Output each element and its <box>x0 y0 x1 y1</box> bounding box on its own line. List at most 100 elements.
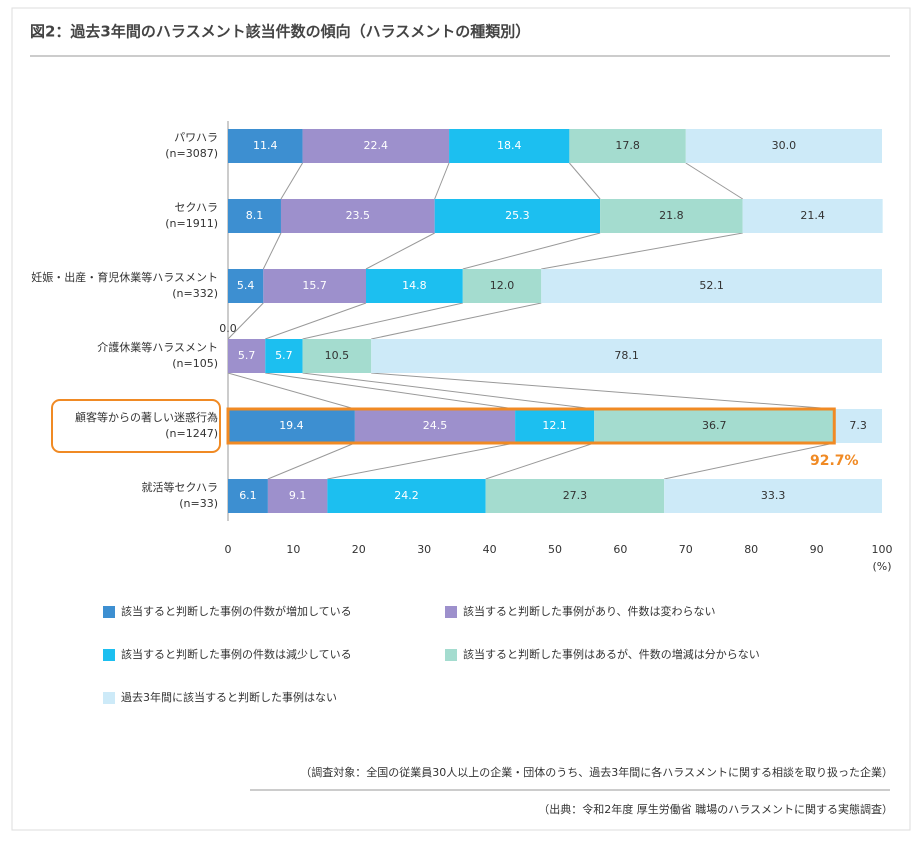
value-label: 5.7 <box>275 349 293 362</box>
connector <box>327 442 516 480</box>
value-label: 9.1 <box>289 489 307 502</box>
note: （調査対象：全国の従業員30人以上の企業・団体のうち、過去3年間に各ハラスメント… <box>300 765 893 779</box>
legend-swatch <box>103 692 115 704</box>
bar-segment <box>742 199 883 233</box>
bar-segment <box>265 339 303 373</box>
bar-segment <box>228 269 264 303</box>
x-tick-label: 90 <box>810 543 824 556</box>
legend-swatch <box>445 649 457 661</box>
connector <box>685 162 743 200</box>
bar-segment <box>228 199 281 233</box>
value-label: 21.8 <box>659 209 684 222</box>
bar-segment <box>354 409 516 443</box>
bar-segment <box>569 129 686 163</box>
value-label: 6.1 <box>239 489 257 502</box>
value-label: 11.4 <box>253 139 278 152</box>
legend-swatch <box>445 606 457 618</box>
category-label: 妊娠・出産・育児休業等ハラスメント (n=332) <box>31 271 218 300</box>
connector <box>227 302 264 340</box>
value-label: 18.4 <box>497 139 522 152</box>
bar-segment <box>594 409 835 443</box>
value-label: 12.1 <box>542 419 567 432</box>
x-axis-label: (%) <box>872 560 891 573</box>
connector <box>262 232 282 270</box>
x-tick-label: 20 <box>352 543 366 556</box>
bar-segment <box>365 269 463 303</box>
highlight-box <box>226 407 836 445</box>
legend-label: 該当すると判断した事例はあるが、件数の増減は分からない <box>463 647 760 661</box>
legend-label: 該当すると判断した事例の件数は減少している <box>121 647 352 661</box>
legend-label: 過去3年間に該当すると判断した事例はない <box>121 690 337 704</box>
value-label: 19.4 <box>279 419 304 432</box>
x-tick-label: 80 <box>744 543 758 556</box>
x-tick-label: 0 <box>225 543 232 556</box>
bar-segment <box>541 269 882 303</box>
category-label: 就活等セクハラ (n=33) <box>141 481 218 510</box>
bar-segment <box>228 129 303 163</box>
legend-label: 該当すると判断した事例があり、件数は変わらない <box>463 604 716 618</box>
value-label: 5.7 <box>238 349 256 362</box>
legend-label: 該当すると判断した事例の件数が増加している <box>121 604 352 618</box>
x-tick-label: 100 <box>872 543 893 556</box>
bar-segment <box>228 339 266 373</box>
bar-segment <box>834 409 882 443</box>
connector <box>462 232 601 270</box>
x-tick-label: 50 <box>548 543 562 556</box>
bar-segment <box>449 129 570 163</box>
value-label: 25.3 <box>505 209 530 222</box>
legend-swatch <box>103 606 115 618</box>
x-tick-label: 70 <box>679 543 693 556</box>
value-label: 15.7 <box>302 279 327 292</box>
bar-segment <box>515 409 595 443</box>
value-label: 5.4 <box>237 279 255 292</box>
x-tick-label: 10 <box>286 543 300 556</box>
category-label: パワハラ (n=3087) <box>165 131 218 160</box>
connector <box>265 302 367 340</box>
value-label: 21.4 <box>800 209 825 222</box>
connector <box>227 372 356 410</box>
x-tick-label: 40 <box>483 543 497 556</box>
connector <box>371 302 542 340</box>
connector <box>434 162 450 200</box>
legend-swatch <box>103 649 115 661</box>
bar-segment <box>664 479 882 513</box>
value-label: 0.0 <box>219 322 237 335</box>
bar-segment <box>485 479 665 513</box>
connector <box>664 442 835 480</box>
bar-segment <box>462 269 542 303</box>
value-label: 22.4 <box>364 139 389 152</box>
highlight-label-box <box>51 399 221 453</box>
value-label: 33.3 <box>761 489 786 502</box>
connector <box>267 442 356 480</box>
connector <box>265 372 516 410</box>
x-tick-label: 30 <box>417 543 431 556</box>
category-label: 顧客等からの著しい迷惑行為 (n=1247) <box>75 411 218 440</box>
connector <box>541 232 743 270</box>
connector <box>371 372 835 410</box>
bar-segment <box>302 339 372 373</box>
connector <box>280 162 303 200</box>
source: （出典：令和2年度 厚生労働省 職場のハラスメントに関する実態調査） <box>538 802 893 816</box>
annotation: 92.7% <box>810 453 859 469</box>
bar-segment <box>280 199 435 233</box>
bar-segment <box>434 199 601 233</box>
value-label: 24.5 <box>423 419 448 432</box>
value-label: 52.1 <box>699 279 724 292</box>
connector <box>302 372 595 410</box>
value-label: 7.3 <box>849 419 867 432</box>
x-tick-label: 60 <box>613 543 627 556</box>
bar-segment <box>371 339 882 373</box>
value-label: 24.2 <box>394 489 419 502</box>
connector <box>302 302 463 340</box>
value-label: 12.0 <box>490 279 515 292</box>
bar-segment <box>228 479 268 513</box>
connector <box>365 232 435 270</box>
bar-segment <box>327 479 486 513</box>
value-label: 17.8 <box>615 139 640 152</box>
value-label: 30.0 <box>772 139 797 152</box>
bar-segment <box>267 479 328 513</box>
value-label: 78.1 <box>614 349 639 362</box>
connector <box>569 162 601 200</box>
